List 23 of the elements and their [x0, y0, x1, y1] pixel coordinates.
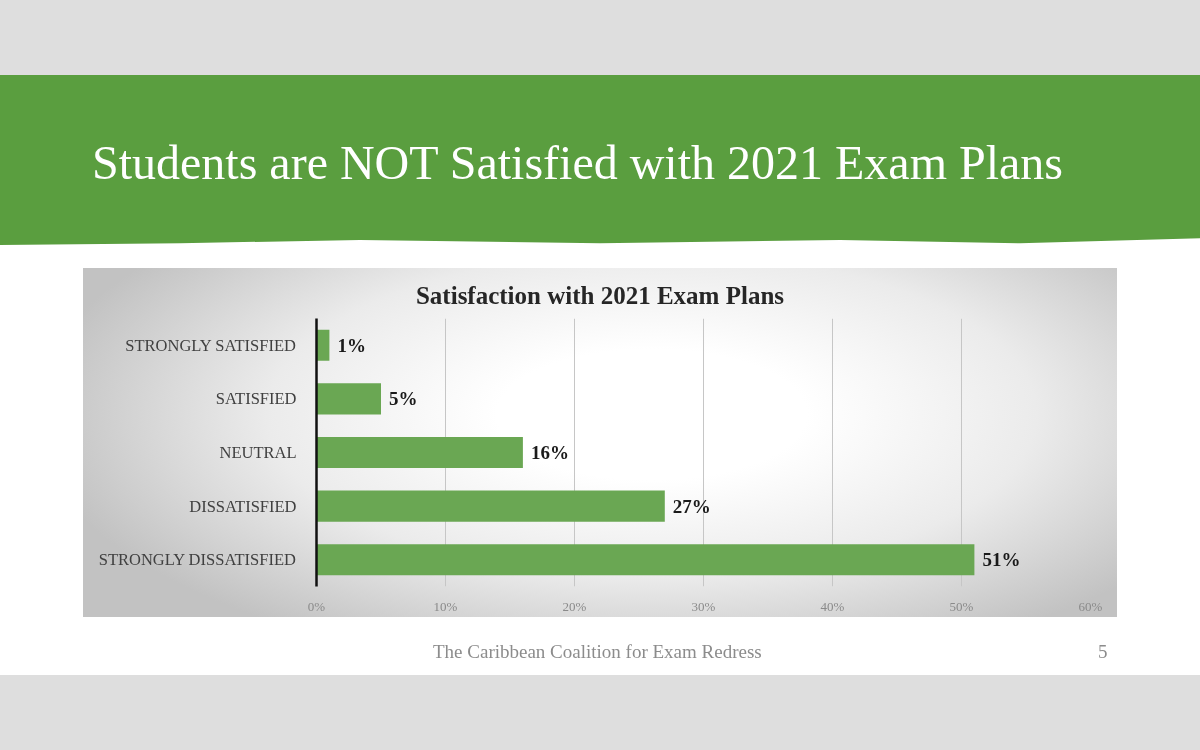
data-label: 51% — [982, 549, 1021, 571]
y-tick-label: NEUTRAL — [219, 443, 297, 462]
x-tick-label: 20% — [562, 598, 587, 614]
x-tick-label: 30% — [691, 598, 716, 614]
bar — [316, 490, 665, 522]
data-label: 5% — [389, 388, 418, 410]
y-tick-label: DISSATISFIED — [189, 496, 297, 516]
chart-title: Students are NOT Satisfied with 2021 Exam Plans — [0, 75, 1200, 245]
x-tick-label: 10% — [433, 598, 458, 614]
y-tick-label: SATISFIED — [215, 389, 297, 409]
y-tick-label: STRONGLY DISSATISFIED — [98, 550, 296, 570]
bar — [316, 544, 975, 576]
y-tick-label: STRONGLY SATISFIED — [125, 335, 296, 355]
bar — [316, 383, 381, 415]
x-tick-label: 40% — [820, 598, 845, 614]
data-label: 1% — [337, 334, 366, 356]
x-tick-label: 50% — [949, 598, 974, 614]
bar — [316, 436, 523, 469]
data-label: 27% — [672, 495, 711, 517]
text: 5 — [1098, 640, 1108, 664]
text: The Caribbean Coalition for Exam Redress — [433, 640, 762, 664]
chart-subtitle: Satisfaction with 2021 Exam Plans — [414, 281, 786, 311]
data-label: 16% — [530, 442, 569, 463]
